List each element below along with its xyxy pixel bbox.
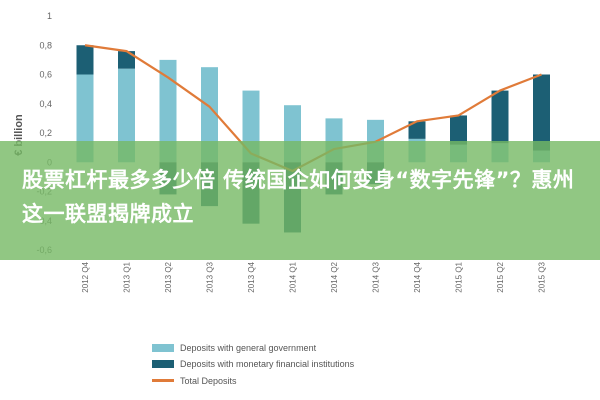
bar-monetary-financial-institutions (533, 74, 550, 151)
legend-label: Deposits with general government (180, 343, 317, 353)
y-tick-label: 1 (47, 11, 52, 21)
x-tick-label: 2014 Q3 (372, 261, 381, 292)
y-tick-label: 0,8 (39, 40, 52, 50)
legend-swatch-bar (152, 360, 174, 368)
bar-general-government (159, 59, 177, 163)
bar-general-government (76, 74, 94, 163)
y-tick-label: 0,2 (39, 128, 52, 138)
x-axis-labels: 2012 Q4 2013 Q1 2013 Q2 2013 Q3 2013 Q4 2014 … (81, 261, 547, 292)
x-tick-label: 2013 Q1 (123, 261, 132, 292)
overlay-headline: 股票杠杆最多多少倍 传统国企如何变身“数字先锋”？惠州这一联盟揭牌成立 (22, 168, 575, 226)
x-tick-label: 2015 Q3 (538, 261, 547, 292)
y-tick-label: 0,6 (39, 70, 52, 80)
overlay-banner: 股票杠杆最多多少倍 传统国企如何变身“数字先锋”？惠州这一联盟揭牌成立 (0, 141, 600, 260)
legend-swatch-bar (152, 344, 174, 352)
x-tick-label: 2014 Q1 (289, 261, 298, 292)
x-tick-label: 2015 Q1 (455, 261, 464, 292)
x-tick-label: 2013 Q4 (247, 261, 256, 292)
x-tick-label: 2014 Q2 (330, 261, 339, 292)
legend-label: Total Deposits (180, 376, 237, 386)
bar-monetary-financial-institutions (408, 121, 426, 139)
legend: Deposits with general government Deposits… (152, 343, 355, 386)
x-tick-label: 2012 Q4 (81, 261, 90, 292)
legend-swatch-line (152, 379, 174, 382)
bar-general-government (118, 68, 135, 163)
bar-monetary-financial-institutions (491, 90, 509, 144)
legend-label: Deposits with monetary financial institu… (180, 359, 355, 369)
bar-monetary-financial-institutions (76, 45, 94, 75)
y-tick-label: 0,4 (39, 99, 52, 109)
bar-monetary-financial-institutions (450, 115, 467, 145)
x-tick-label: 2014 Q4 (413, 261, 422, 292)
bar-monetary-financial-institutions (118, 51, 135, 69)
bar-general-government (201, 67, 218, 163)
x-tick-label: 2013 Q3 (206, 261, 215, 292)
x-tick-label: 2013 Q2 (164, 261, 173, 292)
x-tick-label: 2015 Q2 (496, 261, 505, 292)
